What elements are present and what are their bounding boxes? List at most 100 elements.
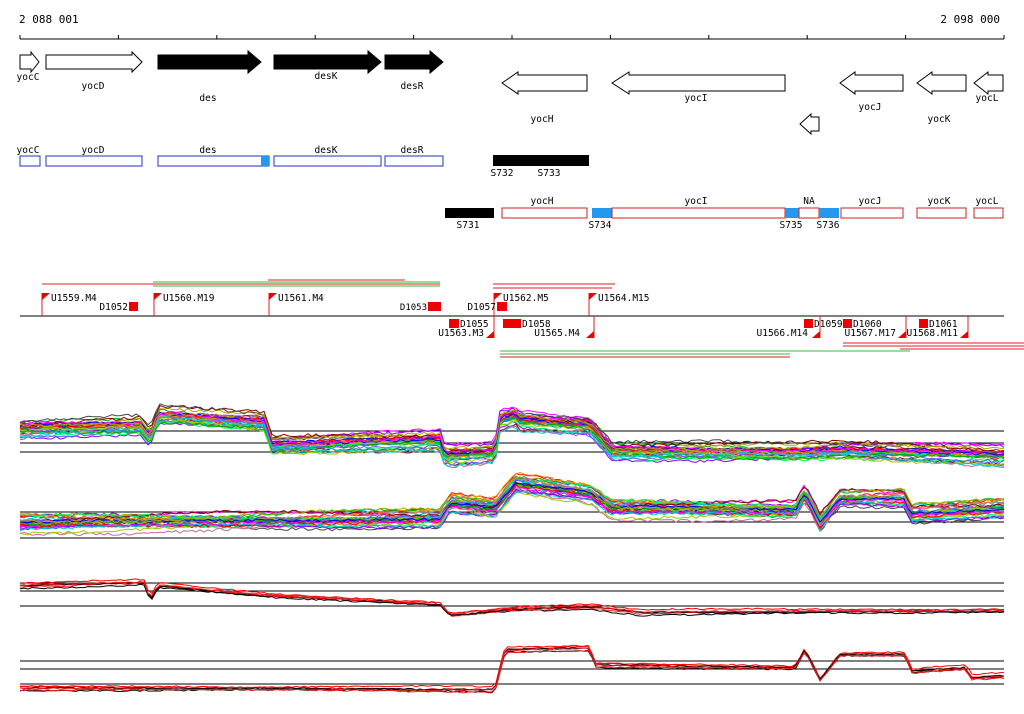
forward-box-desR[interactable] — [384, 155, 444, 167]
forward-segment-S733: S733 — [538, 168, 561, 179]
expression-trace — [19, 580, 1005, 615]
reverse-box-yocK[interactable] — [916, 207, 967, 219]
reverse-label-yocH: yocH — [531, 196, 554, 207]
expression-trace — [19, 409, 1004, 452]
gene-label-yocL: yocL — [976, 93, 999, 104]
upshift-marker-U1564[interactable]: U1564.M15 — [588, 293, 649, 316]
gene-label-desK: desK — [315, 71, 338, 82]
gene-arrow-yocC[interactable] — [19, 50, 40, 74]
ruler-end-label: 2 098 000 — [940, 13, 1000, 26]
forward-transcript-track: yocC yocD des desK desR S732 S733 — [17, 145, 589, 179]
upshift-label-U1560: U1560.M19 — [163, 293, 215, 304]
gene-arrow-yocJ[interactable] — [839, 71, 904, 95]
expression-trace — [19, 476, 1005, 524]
upshift-label-U1559: U1559.M4 — [51, 293, 97, 304]
reverse-box-NA[interactable] — [798, 207, 820, 219]
expression-panel-multi-reverse — [19, 471, 1005, 539]
expression-trace — [19, 416, 1005, 468]
upshift-marker-U1566[interactable]: U1566.M14 — [757, 316, 821, 339]
upshift-label-U1567: U1567.M17 — [845, 328, 896, 339]
gene-label-yocD: yocD — [82, 81, 105, 92]
forward-label-desR: desR — [401, 145, 424, 156]
downshift-marker-D1059[interactable]: D1059 — [804, 319, 843, 330]
forward-box-yocC[interactable] — [19, 155, 41, 167]
forward-label-des: des — [199, 145, 216, 156]
downshift-label-D1058: D1058 — [522, 319, 551, 330]
downshift-marker-D1052[interactable]: D1052 — [99, 302, 138, 313]
upshift-label-U1564: U1564.M15 — [598, 293, 649, 304]
gene-track: yocC yocD des desK desR yocH yocI yocJ y… — [17, 49, 1004, 136]
reverse-highlight-S736 — [819, 208, 839, 218]
forward-label-yocC: yocC — [17, 145, 40, 156]
upshift-marker-U1559[interactable]: U1559.M4 — [41, 293, 97, 316]
expression-trace — [19, 417, 1005, 466]
reverse-transcript-track: S731 yocH S734 yocI S735 NA S736 yocJ yo… — [445, 196, 1004, 231]
reverse-segment-S734: S734 — [589, 220, 612, 231]
downshift-marker-D1055[interactable]: D1055 — [449, 319, 489, 330]
reverse-segment-S736: S736 — [817, 220, 840, 231]
upshift-marker-U1560[interactable]: U1560.M19 — [153, 293, 215, 316]
reverse-label-yocI: yocI — [685, 196, 708, 207]
upshift-marker-U1567[interactable]: U1567.M17 — [845, 316, 907, 339]
upshift-marker-U1565[interactable]: U1565.M4 — [534, 316, 595, 339]
reverse-segment-S731: S731 — [457, 220, 480, 231]
reverse-box-yocJ[interactable] — [840, 207, 904, 219]
downshift-marker-D1061[interactable]: D1061 — [919, 319, 958, 330]
expression-trace — [19, 581, 1005, 617]
gene-label-desR: desR — [401, 81, 424, 92]
gene-label-des: des — [199, 93, 216, 104]
gene-label-yocJ: yocJ — [859, 102, 882, 113]
reverse-segment-bar[interactable] — [445, 208, 494, 218]
reverse-box-yocL[interactable] — [973, 207, 1004, 219]
expression-lines-summary-reverse — [19, 644, 1005, 694]
gene-arrow-desK[interactable] — [273, 49, 382, 75]
upshift-label-U1565: U1565.M4 — [534, 328, 580, 339]
forward-box-yocD[interactable] — [45, 155, 143, 167]
reverse-label-yocK: yocK — [928, 196, 951, 207]
downshift-marker-D1053[interactable]: D1053 — [400, 302, 441, 313]
downshift-label-D1052: D1052 — [99, 302, 128, 313]
expression-trace — [19, 647, 1005, 692]
forward-box-desK[interactable] — [273, 155, 382, 167]
forward-box-des[interactable] — [157, 155, 270, 167]
reverse-label-yocJ: yocJ — [859, 196, 882, 207]
gene-arrow-yocI[interactable] — [611, 71, 786, 95]
gene-arrow-desR[interactable] — [384, 49, 444, 75]
downshift-marker-D1060[interactable]: D1060 — [843, 319, 882, 330]
upshift-marker-U1568[interactable]: U1568.M11 — [907, 316, 969, 339]
downshift-label-D1055: D1055 — [460, 319, 489, 330]
gene-arrow-yocL[interactable] — [973, 70, 1004, 96]
gene-label-yocH: yocH — [531, 114, 554, 125]
expression-lines-summary-forward — [19, 578, 1005, 617]
expression-trace — [19, 411, 1005, 456]
expression-trace — [19, 417, 1005, 466]
reverse-box-yocI[interactable] — [611, 207, 786, 219]
forward-label-yocD: yocD — [82, 145, 105, 156]
gene-arrow-yocD[interactable] — [45, 50, 143, 74]
downshift-marker-D1058[interactable]: D1058 — [503, 319, 551, 330]
upshift-marker-U1562[interactable]: U1562.M5 — [493, 293, 549, 316]
expression-lines-forward — [19, 403, 1005, 469]
downshift-label-D1059: D1059 — [814, 319, 843, 330]
gene-arrow-small[interactable] — [799, 112, 820, 136]
downshift-marker-D1057[interactable]: D1057 — [467, 302, 507, 313]
upshift-marker-U1561[interactable]: U1561.M4 — [268, 293, 324, 316]
gene-arrow-yocK[interactable] — [916, 71, 967, 95]
upshift-label-U1561: U1561.M4 — [278, 293, 324, 304]
gene-arrow-des[interactable] — [157, 49, 262, 75]
ruler-start-label: 2 088 001 — [19, 13, 79, 26]
shift-track: U1559.M4 U1560.M19 U1561.M4 U1562.M5 U15… — [20, 279, 1024, 358]
upshift-label-U1568: U1568.M11 — [907, 328, 959, 339]
gene-arrow-yocH[interactable] — [501, 71, 588, 95]
expression-panel-multi-forward — [19, 403, 1005, 469]
upshift-label-U1562: U1562.M5 — [503, 293, 549, 304]
downshift-label-D1061: D1061 — [929, 319, 958, 330]
expression-trace — [19, 416, 1005, 461]
expression-trace — [20, 644, 1004, 690]
reverse-segment-S735: S735 — [780, 220, 803, 231]
upshift-marker-U1563[interactable]: U1563.M3 — [438, 316, 495, 339]
reverse-label-NA: NA — [803, 196, 815, 207]
reverse-label-yocL: yocL — [976, 196, 999, 207]
forward-segment-bar[interactable] — [493, 155, 589, 166]
reverse-box-yocH[interactable] — [501, 207, 588, 219]
